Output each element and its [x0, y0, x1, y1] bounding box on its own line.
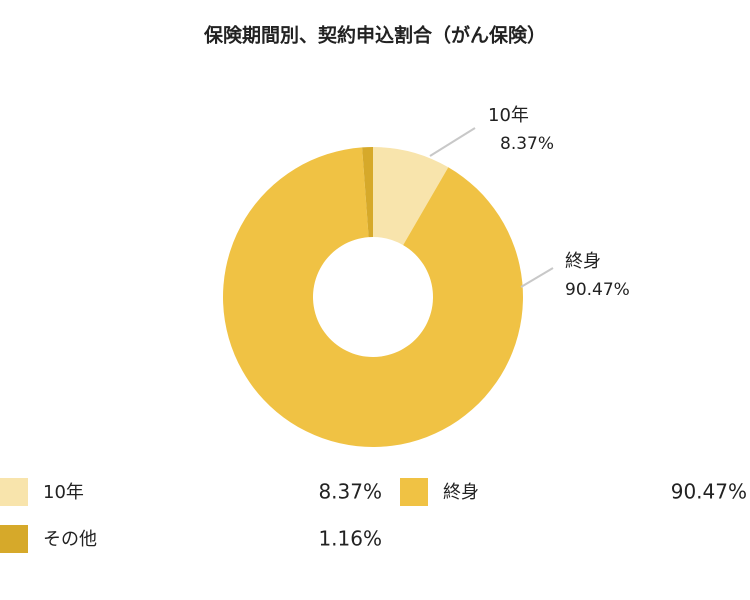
donut-slice	[373, 147, 449, 246]
leader-line	[520, 267, 554, 288]
callout-label: 終身	[565, 251, 601, 272]
donut-slice	[223, 147, 523, 447]
leader-line	[429, 127, 476, 157]
donut-slice	[362, 147, 373, 238]
legend-swatch	[0, 525, 28, 553]
legend-label: 終身	[443, 482, 479, 503]
callout-value: 8.37%	[500, 134, 554, 154]
legend-value: 8.37%	[318, 480, 382, 504]
chart-title: 保険期間別、契約申込割合（がん保険）	[203, 24, 546, 47]
legend-swatch	[400, 478, 428, 506]
legend-label: 10年	[43, 482, 84, 503]
callout-value: 90.47%	[565, 280, 630, 300]
legend-label: その他	[43, 529, 97, 550]
legend-value: 90.47%	[671, 480, 747, 504]
legend-swatch	[0, 478, 28, 506]
legend-value: 1.16%	[318, 527, 382, 551]
callout-label: 10年	[488, 105, 529, 126]
